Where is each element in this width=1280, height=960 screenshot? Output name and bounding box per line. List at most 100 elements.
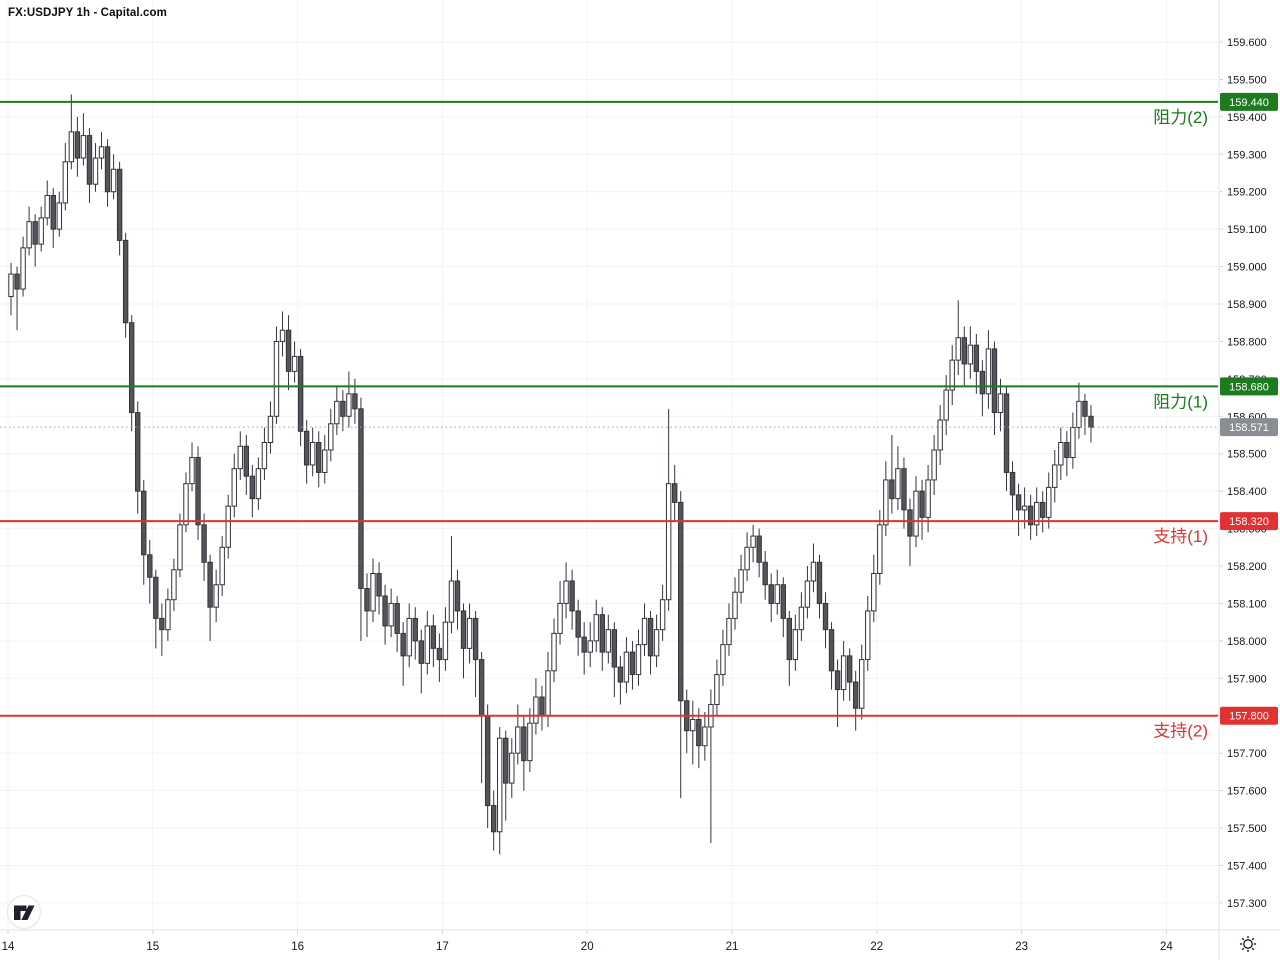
tradingview-logo-icon[interactable] [21,905,35,921]
candle-body [135,412,141,492]
candle-body [1082,400,1088,417]
candle-body [249,475,256,500]
candle-body [515,726,521,754]
time-axis[interactable] [0,930,1219,960]
candle-body [979,370,986,395]
candle-body [424,625,431,664]
candle-body [104,146,111,193]
candle-body [949,359,955,391]
candle-body [768,584,774,604]
candle-body [1052,464,1058,488]
candle-body [207,561,213,608]
candle-body [376,573,382,597]
candle-body [219,546,225,586]
tradingview-logo-icon[interactable] [6,894,42,930]
tradingview-logo-icon[interactable] [14,905,27,921]
price-tick-label: 157.300 [1227,898,1267,910]
candle-body [153,576,159,619]
candle-body [732,591,738,619]
candle-body [394,602,400,634]
candle-body [575,610,581,638]
candle-body [913,490,919,537]
candle-body [786,617,793,661]
candle-body [328,423,334,451]
level-label-support: 支持(2) [1153,722,1208,741]
candle-body [587,640,593,653]
candle-body [62,161,69,204]
last-price-badge [1220,418,1278,437]
price-axis[interactable] [1219,0,1280,930]
candle-body [846,655,853,683]
level-badge-text: 158.680 [1229,381,1269,393]
date-label: 20 [581,941,594,953]
candle-body [623,651,630,683]
candle-body [581,636,587,653]
candle-body [340,400,346,417]
candle-body [659,599,666,631]
candle-body [605,629,612,653]
candle-body [1040,501,1046,518]
candle-body [279,329,286,342]
level-price-badge [1220,512,1278,531]
candle-body [448,580,455,623]
date-label: 23 [1015,941,1028,953]
date-label: 14 [2,941,15,953]
candle-body [720,644,726,676]
candle-body [1058,442,1064,466]
candle-body [503,737,509,784]
candle-body [400,632,406,657]
candle-body [466,617,473,649]
candle-body [859,659,865,709]
candle-body [237,445,243,470]
candle-body [804,580,811,608]
price-tick-label: 158.100 [1227,598,1267,610]
candle-body [545,670,551,717]
candle-body [370,573,376,612]
level-badge-text: 159.440 [1229,97,1269,109]
level-label-resistance: 阻力(1) [1153,392,1208,411]
candle-body [641,617,648,646]
candle-body [750,535,756,548]
candle-body [738,569,744,593]
candle-body [490,805,497,833]
candle-body [901,468,907,511]
candle-body [702,726,708,747]
candle-body [50,194,56,230]
candle-body [617,666,624,683]
candle-body [925,479,931,518]
candle-body [997,393,1004,414]
price-tick-label: 159.500 [1227,74,1267,86]
candle-body [1064,442,1070,458]
candle-body [865,610,871,661]
candle-body [895,468,901,500]
candle-body [406,617,412,657]
candle-body [991,348,998,414]
candle-body [316,442,322,473]
price-tick-label: 157.600 [1227,786,1267,798]
candle-body [1046,486,1052,518]
candle-body [690,718,696,732]
level-badge-text: 158.320 [1229,516,1269,528]
candle-body [213,584,219,608]
date-label: 16 [291,941,304,953]
candle-body [56,202,62,230]
candle-body [44,194,50,219]
settings-gear-icon[interactable] [1240,936,1256,952]
candle-body [533,696,539,724]
candle-body [714,674,720,706]
candle-body [364,587,370,612]
candle-body [647,617,654,657]
candle-body [195,456,201,526]
candle-body [189,456,195,485]
candle-body [919,490,925,518]
candle-body [20,247,26,290]
candle-body [1027,505,1034,526]
date-label: 15 [146,941,159,953]
last-price-badge-text: 158.571 [1229,422,1269,434]
candle-body [110,168,117,193]
price-tick-label: 158.500 [1227,449,1267,461]
candle-body [931,449,937,481]
level-badge-text: 157.800 [1229,711,1269,723]
candle-body [497,737,503,833]
